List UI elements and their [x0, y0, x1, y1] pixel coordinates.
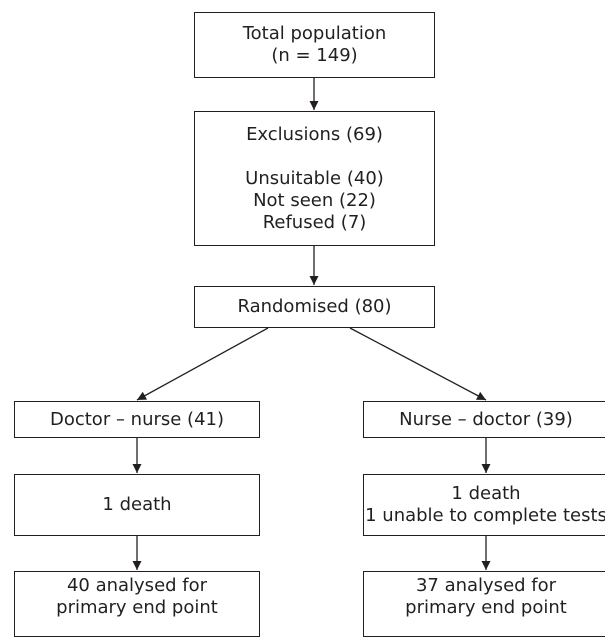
doctor-nurse-analysed-count: 40 analysed for — [66, 575, 208, 596]
doctor-nurse-analysed-box: 40 analysed for primary end point — [14, 571, 260, 637]
nurse-doctor-events-box: 1 death 1 unable to complete tests — [363, 474, 605, 536]
nurse-doctor-label: Nurse – doctor (39) — [399, 408, 573, 430]
exclusions-heading: Exclusions (69) — [246, 123, 383, 145]
arrow-randomised-to-nurse-doctor — [349, 327, 487, 401]
randomised-box: Randomised (80) — [194, 286, 435, 328]
arrow-randomised-to-doctor-nurse — [136, 327, 269, 401]
nurse-doctor-analysed-box: 37 analysed for primary end point — [363, 571, 605, 637]
exclusion-unsuitable: Unsuitable (40) — [245, 167, 384, 189]
nurse-doctor-death-text: 1 death — [451, 483, 521, 504]
randomised-label: Randomised (80) — [237, 296, 392, 317]
nurse-doctor-analysed-count: 37 analysed for — [415, 575, 557, 596]
exclusions-box: Exclusions (69) Unsuitable (40) Not seen… — [194, 111, 435, 246]
doctor-nurse-box: Doctor – nurse (41) — [14, 401, 260, 438]
exclusion-not-seen: Not seen (22) — [253, 189, 376, 211]
nurse-doctor-analysed-endpoint: primary end point — [405, 597, 567, 618]
exclusion-refused: Refused (7) — [262, 211, 367, 233]
total-population-box: Total population (n = 149) — [194, 12, 435, 78]
doctor-nurse-analysed-endpoint: primary end point — [56, 597, 218, 618]
doctor-nurse-events-box: 1 death — [14, 474, 260, 536]
doctor-nurse-label: Doctor – nurse (41) — [49, 408, 225, 430]
total-population-label: Total population — [242, 23, 387, 44]
nurse-doctor-box: Nurse – doctor (39) — [363, 401, 605, 438]
doctor-nurse-death-text: 1 death — [102, 494, 172, 515]
total-population-count: (n = 149) — [271, 45, 358, 66]
nurse-doctor-unable-text: 1 unable to complete tests — [365, 505, 605, 526]
